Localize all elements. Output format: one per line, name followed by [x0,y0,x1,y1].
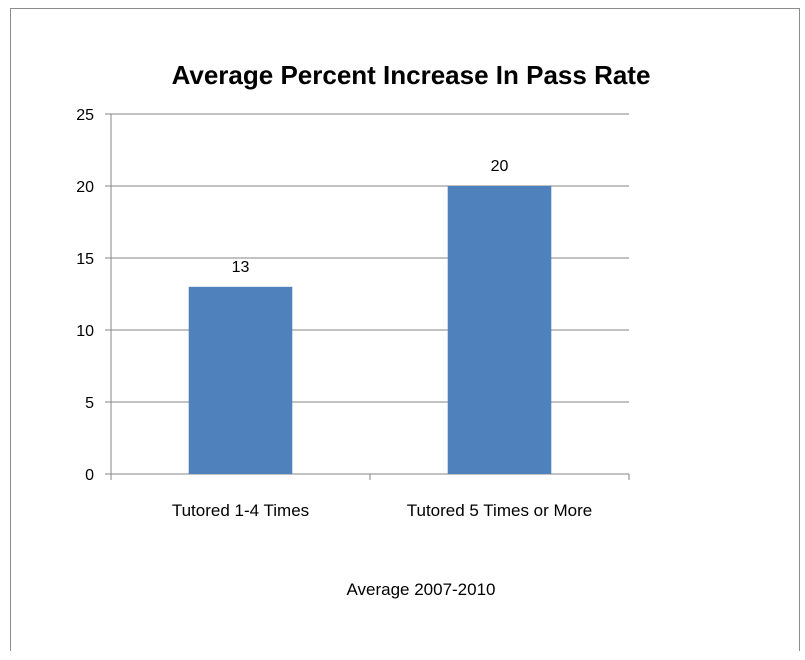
bar [447,186,552,474]
chart-frame: Average Percent Increase In Pass Rate 0 5… [10,8,800,651]
chart-title: Average Percent Increase In Pass Rate [172,60,651,90]
y-tick-label: 10 [76,323,94,340]
y-tick-label: 0 [85,467,94,484]
category-labels: Tutored 1-4 Times Tutored 5 Times or More [172,501,592,520]
bar [188,286,293,474]
category-label: Tutored 1-4 Times [172,501,309,520]
bar-chart: Average Percent Increase In Pass Rate 0 5… [76,60,651,599]
y-tick-labels: 0 5 10 15 20 25 [76,107,94,484]
category-label: Tutored 5 Times or More [407,501,593,520]
y-tick-label: 15 [76,251,94,268]
data-label: 13 [232,259,250,276]
bars [188,186,552,474]
data-label: 20 [491,158,509,175]
data-labels: 13 20 [232,158,509,276]
y-tick-label: 25 [76,107,94,124]
y-tick-label: 20 [76,179,94,196]
y-tick-label: 5 [85,395,94,412]
x-axis-title: Average 2007-2010 [346,580,495,599]
